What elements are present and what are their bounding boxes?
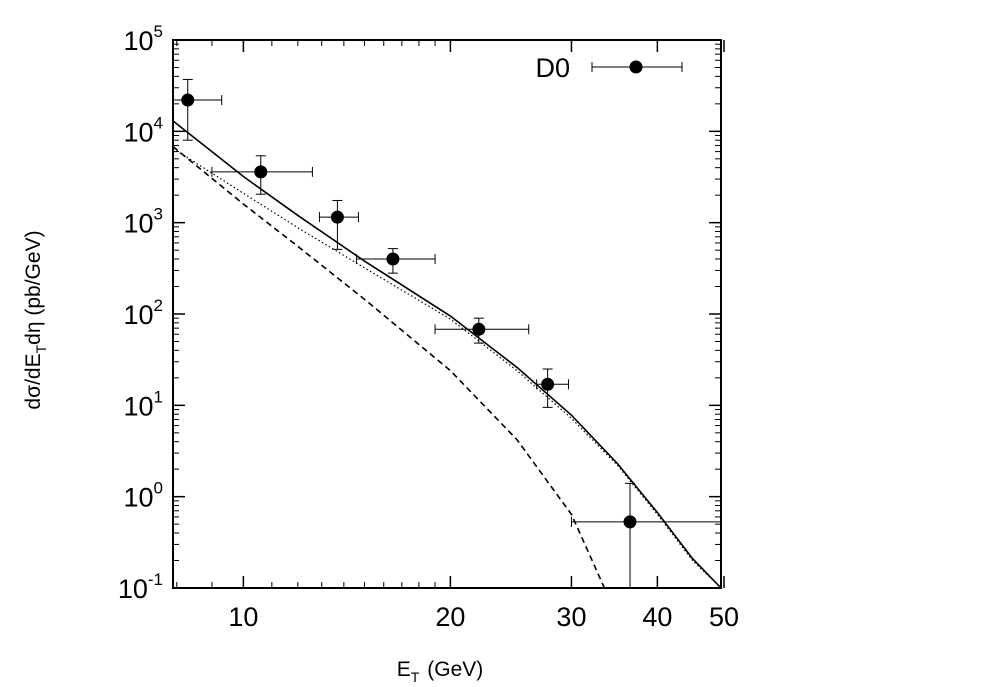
y-tick-label: 102 xyxy=(123,296,163,330)
data-point xyxy=(386,252,400,266)
y-tick-label: 104 xyxy=(123,113,163,147)
y-tick-label: 10-1 xyxy=(118,570,163,604)
data-point xyxy=(541,377,555,391)
data-point xyxy=(181,93,195,107)
data-point xyxy=(254,165,268,179)
curve-solid xyxy=(172,120,722,589)
legend-marker xyxy=(629,60,643,74)
x-tick-label: 40 xyxy=(642,602,672,632)
y-tick-label: 101 xyxy=(123,387,163,421)
theory-curves xyxy=(172,120,722,589)
y-tick-label: 103 xyxy=(123,205,163,239)
data-point xyxy=(623,515,637,529)
x-tick-label: 30 xyxy=(556,602,586,632)
data-point xyxy=(472,322,486,336)
x-tick-label: 20 xyxy=(435,602,465,632)
legend-label: D0 xyxy=(535,53,570,83)
y-axis-title: dσ/dETdη (pb/GeV) xyxy=(22,230,49,409)
x-axis-title: ET (GeV) xyxy=(397,658,484,685)
y-tick-label: 105 xyxy=(123,22,163,56)
y-tick-label: 100 xyxy=(123,479,163,513)
curve-dashed xyxy=(172,146,606,589)
axis-ticks: 10 20 30 40 50 10-1 100 101 102 103 104 105 xyxy=(118,22,739,632)
data-point xyxy=(330,210,344,224)
x-tick-label: 50 xyxy=(709,602,739,632)
data-points xyxy=(172,78,722,588)
x-tick-label: 10 xyxy=(228,602,258,632)
legend: D0 xyxy=(535,53,683,83)
